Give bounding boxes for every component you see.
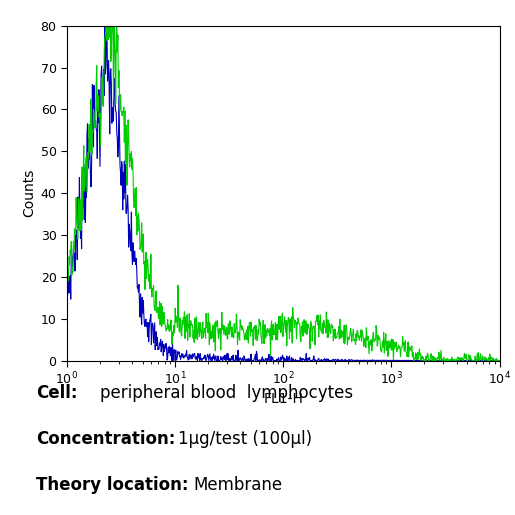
Text: peripheral blood  lymphocytes: peripheral blood lymphocytes <box>100 384 354 402</box>
Text: Concentration:: Concentration: <box>36 430 176 448</box>
X-axis label: FL1-H: FL1-H <box>263 392 303 406</box>
Text: Membrane: Membrane <box>193 476 282 494</box>
Text: Theory location:: Theory location: <box>36 476 188 494</box>
Text: Cell:: Cell: <box>36 384 78 402</box>
Y-axis label: Counts: Counts <box>22 169 37 217</box>
Text: 1μg/test (100μl): 1μg/test (100μl) <box>178 430 312 448</box>
